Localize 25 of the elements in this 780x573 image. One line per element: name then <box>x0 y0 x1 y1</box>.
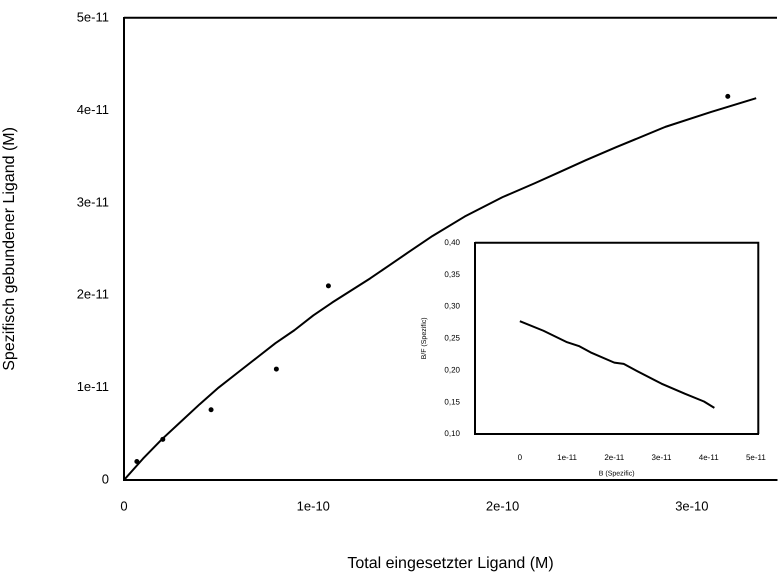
x-tick-label: 1e-11 <box>557 453 578 462</box>
x-tick-label: 5e-11 <box>746 453 766 462</box>
x-tick-label: 1e-10 <box>296 498 330 514</box>
y-tick-label: 0,25 <box>444 334 461 343</box>
x-tick-label: 3e-10 <box>675 498 708 514</box>
y-tick-label: 0,10 <box>444 429 461 438</box>
y-tick-label: 1e-11 <box>76 379 109 394</box>
y-tick-label: 3e-11 <box>76 194 109 210</box>
x-tick-label: 2e-11 <box>604 453 625 462</box>
x-tick-label: 0 <box>518 453 523 462</box>
y-tick-label: 0,35 <box>444 270 461 279</box>
x-tick-label: 3e-11 <box>652 453 672 462</box>
y-tick-label: 0,30 <box>444 302 461 311</box>
y-tick-label: 4e-11 <box>76 102 109 117</box>
y-axis-title: Spezifisch gebundener Ligand (M) <box>1 127 18 371</box>
x-tick-label: 2e-10 <box>486 498 520 514</box>
y-tick-label: 0,20 <box>444 365 461 374</box>
x-tick-label: 0 <box>120 498 128 514</box>
x-tick-label: 4e-11 <box>698 453 720 462</box>
y-tick-label: 0,40 <box>444 238 461 248</box>
y-tick-label: 5e-11 <box>76 9 109 24</box>
y-tick-label: 0 <box>102 472 109 487</box>
y-tick-label: 2e-11 <box>76 286 109 302</box>
y-tick-label: 0,15 <box>444 397 461 406</box>
x-axis-title: Total eingesetzter Ligand (M) <box>347 554 554 572</box>
